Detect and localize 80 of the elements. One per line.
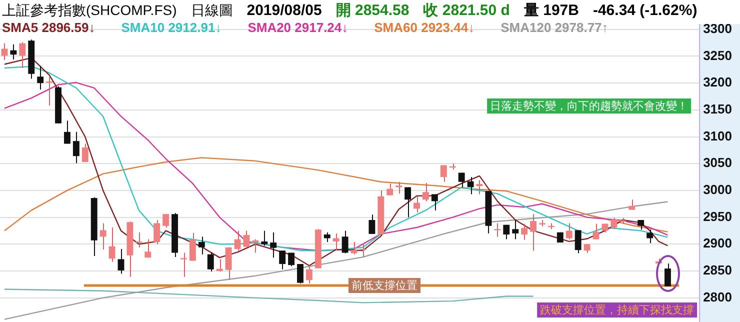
candlestick	[386, 182, 394, 196]
y-tick-label: 3250	[703, 48, 732, 63]
annotation: 跌破支撐位置，持續下探找支撐	[540, 303, 694, 316]
chart-subtitle: 日線圖	[190, 2, 233, 20]
text: 2019/08/05	[246, 2, 322, 19]
candlestick	[396, 181, 402, 194]
text: SMA5 2896.59↓	[2, 20, 96, 35]
candlestick	[610, 217, 618, 230]
candlestick	[154, 219, 160, 245]
candlestick	[261, 230, 268, 246]
candlestick	[243, 230, 250, 248]
y-tick-label: 3150	[703, 101, 732, 116]
candlestick	[592, 223, 600, 240]
candlestick	[216, 258, 223, 272]
ref-line-label: 前低支撐位置	[351, 278, 418, 292]
text: -46.34 (-1.62%)	[592, 2, 698, 19]
text: 量 197B	[524, 1, 579, 20]
candlestick	[288, 252, 295, 267]
candlestick	[118, 248, 124, 274]
candlestick	[270, 232, 277, 258]
text: SMA20 2917.24↓	[248, 20, 348, 35]
candlestick	[64, 120, 70, 144]
y-tick-label: 3200	[703, 74, 732, 90]
candlestick	[189, 232, 196, 262]
candlestick	[414, 196, 420, 213]
candlestick	[628, 199, 636, 210]
candlestick	[82, 143, 88, 162]
annotation: 日落走勢不變，向下的趨勢就不會改變！	[490, 99, 688, 112]
candlestick	[368, 214, 376, 234]
text: 收 2821.50 d	[423, 1, 510, 20]
y-tick-label: 2900	[703, 236, 732, 251]
candlestick	[207, 252, 214, 272]
candlestick	[279, 250, 286, 270]
text: SMA60 2923.44↓	[374, 20, 475, 35]
candlestick	[252, 238, 259, 254]
candlestick	[566, 222, 572, 240]
y-tick-label: 2950	[703, 208, 732, 224]
candlestick	[503, 224, 510, 240]
candlestick	[306, 264, 312, 284]
candlestick	[404, 186, 412, 218]
candlestick	[144, 238, 152, 258]
chart-title: 上証參考指數(SHCOMP.FS)	[2, 2, 177, 20]
text: SMA10 2912.91↓	[121, 20, 222, 35]
y-tick-label: 3300	[703, 20, 732, 36]
candlestick	[494, 222, 501, 238]
candlestick	[332, 232, 340, 252]
candlestick	[422, 182, 429, 202]
text: SMA120 2978.77↑	[500, 20, 608, 35]
candlestick	[19, 42, 26, 69]
candlestick	[521, 223, 528, 240]
candlestick	[431, 194, 438, 211]
candlestick	[10, 44, 17, 60]
candlestick	[198, 236, 205, 255]
candlestick	[440, 164, 447, 182]
candlestick	[574, 230, 582, 254]
candlestick	[350, 241, 358, 255]
candlestick	[234, 230, 241, 252]
candlestick	[225, 246, 232, 280]
candlestick	[664, 262, 671, 287]
y-tick-label: 3050	[703, 155, 732, 170]
text: 開 2854.58	[336, 1, 410, 20]
candlestick	[162, 214, 170, 228]
candlestick	[512, 219, 519, 240]
candlestick	[467, 176, 474, 195]
candlestick	[100, 222, 106, 250]
candlestick	[646, 229, 654, 244]
candlestick	[37, 65, 44, 90]
y-tick-label: 2850	[703, 262, 732, 278]
candlestick	[297, 264, 304, 284]
candlestick	[1, 42, 8, 60]
candlestick	[72, 131, 80, 164]
y-tick-label: 3100	[703, 128, 732, 144]
candlestick	[530, 214, 536, 252]
candlestick	[458, 172, 465, 188]
y-tick-label: 3000	[703, 182, 732, 198]
candlestick	[108, 227, 116, 262]
candlestick	[180, 252, 187, 278]
y-tick-label: 2800	[703, 289, 732, 304]
candlestick	[324, 232, 330, 242]
candlestick	[342, 230, 348, 254]
